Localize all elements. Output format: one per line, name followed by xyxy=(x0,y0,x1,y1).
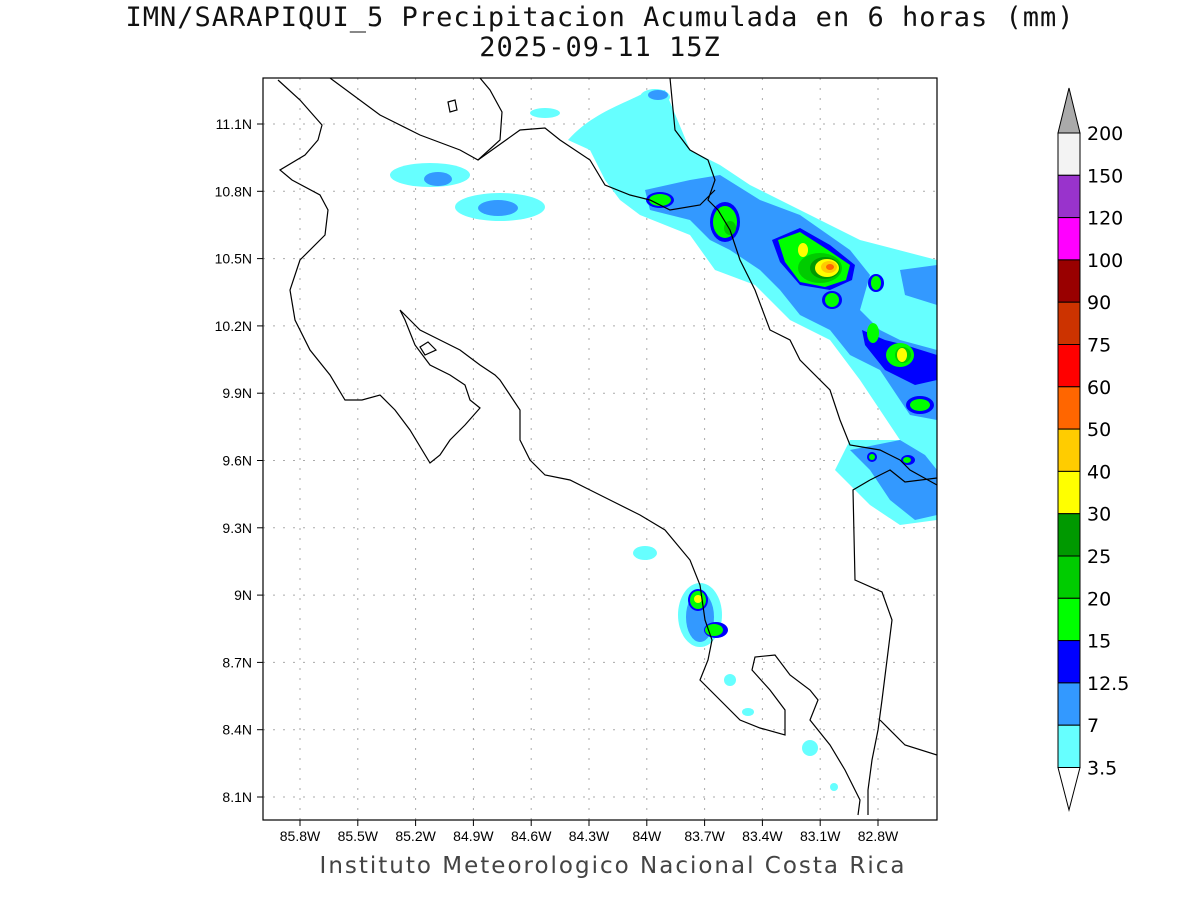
legend-level: 150 xyxy=(1087,165,1123,187)
lon-label: 85.2W xyxy=(395,828,436,844)
lat-label: 10.5N xyxy=(215,251,252,267)
legend-level: 3.5 xyxy=(1087,758,1117,780)
legend-level: 100 xyxy=(1087,250,1123,272)
lon-label: 85.8W xyxy=(280,828,321,844)
map-frame xyxy=(262,77,938,821)
legend-level: 20 xyxy=(1087,588,1111,610)
lon-label: 84W xyxy=(632,828,662,844)
legend-level: 40 xyxy=(1087,461,1111,483)
legend-level: 25 xyxy=(1087,546,1111,568)
lon-label: 84.3W xyxy=(569,828,610,844)
lat-label: 8.4N xyxy=(222,722,252,738)
lon-label: 83.4W xyxy=(742,828,783,844)
lat-label: 9.9N xyxy=(222,385,252,401)
legend-level: 50 xyxy=(1087,419,1111,441)
legend-swatch xyxy=(1057,724,1081,769)
legend-swatch xyxy=(1057,428,1081,472)
legend-level: 60 xyxy=(1087,377,1111,399)
lon-label: 85.5W xyxy=(338,828,379,844)
map-date: 2025-09-11 15Z xyxy=(479,32,721,63)
legend-swatch xyxy=(1057,259,1081,303)
lon-label: 83.1W xyxy=(800,828,841,844)
lat-label: 9.6N xyxy=(222,453,252,469)
legend-level: 30 xyxy=(1087,504,1111,526)
legend-level: 15 xyxy=(1087,631,1111,653)
map-title: IMN/SARAPIQUI_5 Precipitacion Acumulada … xyxy=(125,2,1075,33)
legend-level: 90 xyxy=(1087,292,1111,314)
lon-label: 82.8W xyxy=(858,828,899,844)
legend-level: 12.5 xyxy=(1087,673,1129,695)
legend-swatch xyxy=(1057,682,1081,726)
lat-label: 10.2N xyxy=(215,318,252,334)
legend-level: 120 xyxy=(1087,208,1123,230)
lon-label: 84.6W xyxy=(511,828,552,844)
coastlines xyxy=(277,78,937,816)
legend-level: 7 xyxy=(1087,715,1099,737)
precipitation-field xyxy=(390,89,937,791)
lon-label: 84.9W xyxy=(453,828,494,844)
lat-label: 8.7N xyxy=(222,654,252,670)
lat-label: 10.8N xyxy=(215,183,252,199)
legend-swatch xyxy=(1057,470,1081,515)
legend-level: 200 xyxy=(1087,123,1123,145)
legend-under-arrow xyxy=(1057,767,1081,812)
legend-swatch xyxy=(1057,597,1081,642)
lat-label: 9.3N xyxy=(222,520,252,536)
lat-label: 8.1N xyxy=(222,789,252,805)
legend-swatch xyxy=(1057,174,1081,219)
legend-swatch xyxy=(1057,132,1081,176)
lat-label: 9N xyxy=(234,587,252,603)
lon-label: 83.7W xyxy=(684,828,725,844)
legend-swatch xyxy=(1057,301,1081,346)
color-legend: 200 150 120 100 90 75 60 50 40 30 25 20 15 12.5 7 3.5 xyxy=(1057,87,1129,812)
legend-over-arrow xyxy=(1057,87,1081,134)
legend-swatch xyxy=(1057,344,1081,388)
legend-swatch xyxy=(1057,555,1081,599)
legend-swatch xyxy=(1057,640,1081,684)
graticule xyxy=(257,78,937,826)
legend-swatch xyxy=(1057,513,1081,557)
footer-credit: Instituto Meteorologico Nacional Costa R… xyxy=(319,853,907,879)
legend-swatch xyxy=(1057,386,1081,430)
legend-swatch xyxy=(1057,217,1081,261)
lat-label: 11.1N xyxy=(216,116,252,132)
legend-level: 75 xyxy=(1087,335,1111,357)
